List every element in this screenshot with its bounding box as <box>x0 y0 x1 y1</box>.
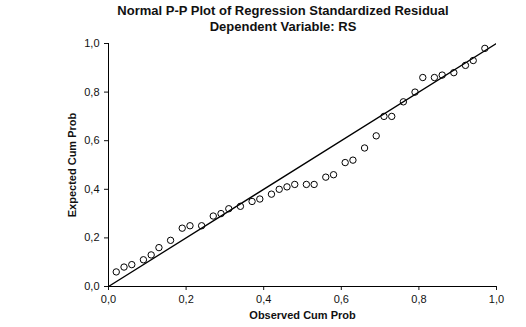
svg-text:0,8: 0,8 <box>84 86 99 98</box>
svg-text:0,6: 0,6 <box>84 134 99 146</box>
svg-text:Observed Cum Prob: Observed Cum Prob <box>249 309 356 321</box>
svg-text:0,4: 0,4 <box>84 183 99 195</box>
svg-text:0,2: 0,2 <box>178 293 193 305</box>
svg-text:0,6: 0,6 <box>334 293 349 305</box>
html-text:Dependent Variable: RS: Dependent Variable: RS <box>209 19 357 34</box>
svg-text:0,0: 0,0 <box>101 293 116 305</box>
svg-text:0,2: 0,2 <box>84 231 99 243</box>
svg-text:0,8: 0,8 <box>411 293 426 305</box>
html-text:Normal P-P Plot of Regression: Normal P-P Plot of Regression Standardiz… <box>117 3 449 18</box>
svg-text:1,0: 1,0 <box>84 37 99 49</box>
svg-text:0,4: 0,4 <box>256 293 271 305</box>
svg-text:1,0: 1,0 <box>489 293 504 305</box>
svg-text:Expected Cum Prob: Expected Cum Prob <box>66 112 78 217</box>
svg-text:0,0: 0,0 <box>84 280 99 292</box>
